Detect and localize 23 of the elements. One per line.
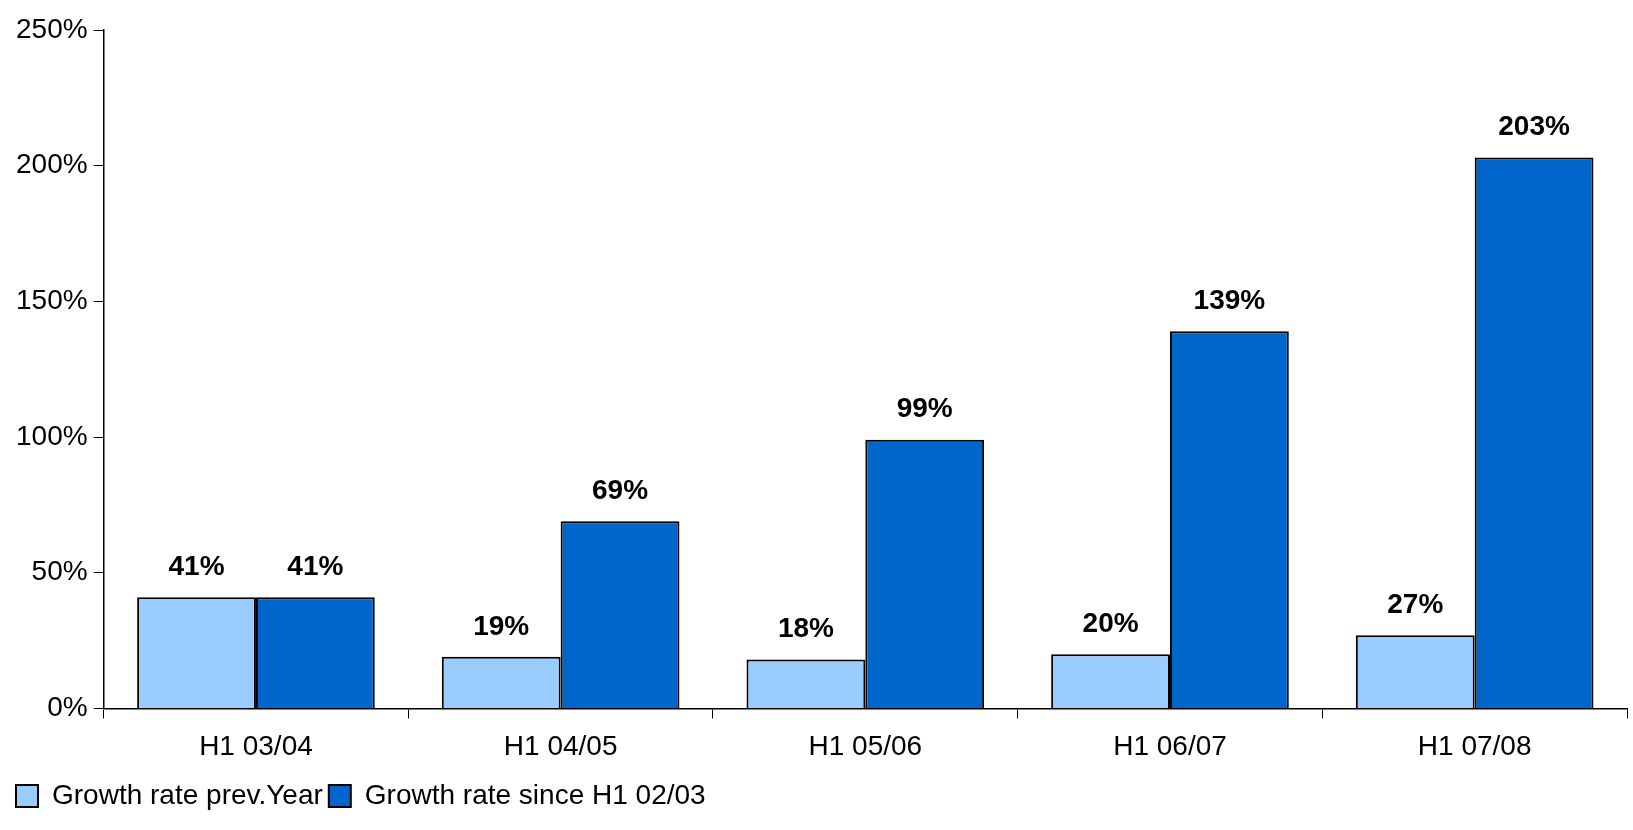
- data-label: 139%: [1193, 283, 1266, 315]
- data-label: 69%: [592, 473, 649, 505]
- x-tick-label: H1 04/05: [503, 729, 618, 761]
- legend-label: Growth rate since H1 02/03: [364, 778, 706, 810]
- data-label: 20%: [1082, 606, 1139, 638]
- x-tick-label: H1 06/07: [1113, 729, 1227, 761]
- x-tick-label: H1 03/04: [199, 729, 313, 761]
- data-label: 203%: [1498, 110, 1570, 142]
- y-tick-label: 150%: [15, 284, 88, 316]
- data-label: 99%: [896, 392, 953, 424]
- x-tick-label: H1 05/06: [808, 729, 923, 761]
- y-tick-label: 100%: [15, 419, 88, 451]
- y-tick-label: 0%: [47, 691, 88, 723]
- y-tick-label: 200%: [15, 148, 88, 180]
- y-tick-label: 50%: [31, 555, 88, 587]
- x-tick-label: H1 07/08: [1417, 729, 1532, 761]
- data-label: 41%: [287, 549, 344, 581]
- data-label: 41%: [168, 549, 225, 581]
- data-label: 19%: [473, 609, 530, 641]
- legend-label: Growth rate prev.Year: [52, 778, 323, 810]
- data-label: 18%: [777, 612, 835, 644]
- data-label: 27%: [1387, 587, 1444, 619]
- y-tick-label: 250%: [15, 12, 88, 44]
